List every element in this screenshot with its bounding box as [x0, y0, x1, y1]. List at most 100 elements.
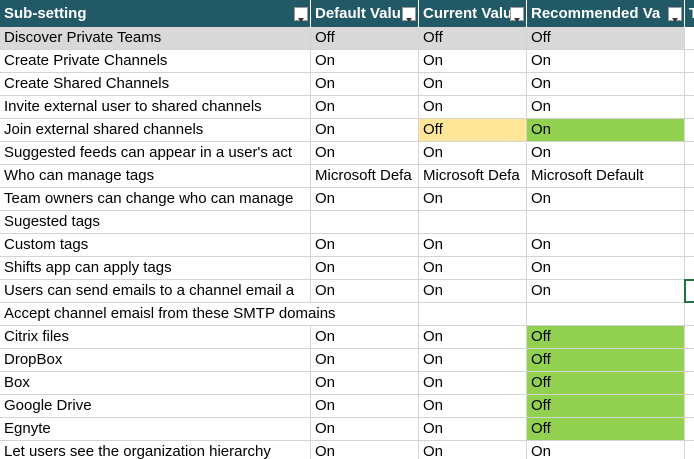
cell[interactable]: On — [419, 50, 527, 73]
cell[interactable]: On — [419, 395, 527, 418]
cell[interactable] — [685, 142, 694, 165]
cell[interactable]: On — [527, 280, 685, 303]
filter-button[interactable] — [668, 7, 682, 22]
cell[interactable]: On — [311, 395, 419, 418]
cell[interactable]: Off — [419, 27, 527, 50]
cell[interactable]: Microsoft Defa — [419, 165, 527, 188]
cell[interactable]: Let users see the organization hierarchy — [0, 441, 311, 459]
column-header[interactable]: Default Valu — [311, 0, 419, 27]
cell[interactable]: On — [311, 280, 419, 303]
cell[interactable]: Accept channel emaisl from these SMTP do… — [0, 303, 336, 326]
filter-button[interactable] — [402, 7, 416, 22]
cell[interactable]: On — [419, 73, 527, 96]
cell[interactable] — [685, 418, 694, 441]
cell[interactable]: On — [311, 349, 419, 372]
cell[interactable]: On — [311, 326, 419, 349]
cell[interactable] — [685, 349, 694, 372]
cell[interactable]: Shifts app can apply tags — [0, 257, 311, 280]
cell[interactable]: On — [311, 73, 419, 96]
cell[interactable]: Custom tags — [0, 234, 311, 257]
cell[interactable]: Off — [527, 372, 685, 395]
cell[interactable]: On — [311, 441, 419, 459]
cell[interactable] — [685, 73, 694, 96]
cell[interactable]: On — [311, 257, 419, 280]
cell[interactable]: Join external shared channels — [0, 119, 311, 142]
cell[interactable]: On — [311, 234, 419, 257]
cell[interactable]: On — [311, 372, 419, 395]
cell[interactable]: On — [419, 234, 527, 257]
cell[interactable]: Create Shared Channels — [0, 73, 311, 96]
cell[interactable]: Off — [527, 27, 685, 50]
cell[interactable]: Off — [527, 326, 685, 349]
cell[interactable]: On — [527, 96, 685, 119]
cell[interactable] — [419, 211, 527, 234]
column-header[interactable]: Current Valu — [419, 0, 527, 27]
cell[interactable] — [685, 372, 694, 395]
cell[interactable]: Off — [311, 27, 419, 50]
cell[interactable]: Off — [527, 418, 685, 441]
cell[interactable]: Users can send emails to a channel email… — [0, 280, 311, 303]
cell[interactable] — [311, 303, 419, 326]
cell[interactable]: Microsoft Defa — [311, 165, 419, 188]
cell[interactable]: Off — [527, 395, 685, 418]
cell[interactable]: On — [311, 188, 419, 211]
cell[interactable]: On — [419, 349, 527, 372]
cell[interactable]: Who can manage tags — [0, 165, 311, 188]
cell[interactable] — [527, 211, 685, 234]
cell[interactable] — [685, 234, 694, 257]
cell[interactable]: On — [311, 418, 419, 441]
cell[interactable]: Suggested feeds can appear in a user's a… — [0, 142, 311, 165]
cell[interactable] — [685, 395, 694, 418]
cell[interactable]: Invite external user to shared channels — [0, 96, 311, 119]
cell[interactable]: On — [527, 234, 685, 257]
cell[interactable] — [685, 326, 694, 349]
cell[interactable]: Sugested tags — [0, 211, 311, 234]
cell[interactable]: Google Drive — [0, 395, 311, 418]
cell[interactable]: On — [419, 188, 527, 211]
cell[interactable]: Box — [0, 372, 311, 395]
cell[interactable]: On — [419, 142, 527, 165]
cell[interactable]: On — [311, 119, 419, 142]
cell[interactable]: On — [419, 280, 527, 303]
cell[interactable]: DropBox — [0, 349, 311, 372]
cell[interactable] — [685, 50, 694, 73]
cell[interactable]: On — [419, 326, 527, 349]
cell[interactable]: Team owners can change who can manage — [0, 188, 311, 211]
cell[interactable] — [685, 96, 694, 119]
cell[interactable]: On — [311, 50, 419, 73]
cell[interactable] — [685, 303, 694, 326]
cell[interactable]: On — [527, 441, 685, 459]
cell[interactable]: On — [419, 418, 527, 441]
cell[interactable] — [685, 211, 694, 234]
cell[interactable]: On — [419, 257, 527, 280]
cell[interactable]: On — [527, 119, 685, 142]
cell[interactable]: Citrix files — [0, 326, 311, 349]
cell[interactable]: On — [311, 96, 419, 119]
cell[interactable] — [685, 441, 694, 459]
cell[interactable]: On — [419, 441, 527, 459]
filter-button[interactable] — [294, 7, 308, 22]
cell[interactable]: On — [527, 188, 685, 211]
cell[interactable] — [685, 27, 694, 50]
cell[interactable] — [685, 165, 694, 188]
cell[interactable] — [527, 303, 685, 326]
column-header[interactable]: Recommended Va — [527, 0, 685, 27]
cell[interactable]: Off — [419, 119, 527, 142]
cell[interactable] — [419, 303, 527, 326]
cell[interactable]: On — [419, 372, 527, 395]
cell[interactable]: Off — [527, 349, 685, 372]
cell[interactable]: Create Private Channels — [0, 50, 311, 73]
cell[interactable]: On — [527, 73, 685, 96]
cell[interactable]: On — [527, 50, 685, 73]
cell[interactable]: On — [311, 142, 419, 165]
cell[interactable]: Microsoft Default — [527, 165, 685, 188]
cell[interactable]: Egnyte — [0, 418, 311, 441]
column-header[interactable]: T — [685, 0, 694, 27]
cell[interactable] — [685, 188, 694, 211]
column-header[interactable]: Sub-setting — [0, 0, 311, 27]
cell[interactable]: On — [419, 96, 527, 119]
cell[interactable]: On — [527, 142, 685, 165]
cell[interactable] — [685, 119, 694, 142]
cell[interactable] — [311, 211, 419, 234]
cell[interactable] — [685, 257, 694, 280]
